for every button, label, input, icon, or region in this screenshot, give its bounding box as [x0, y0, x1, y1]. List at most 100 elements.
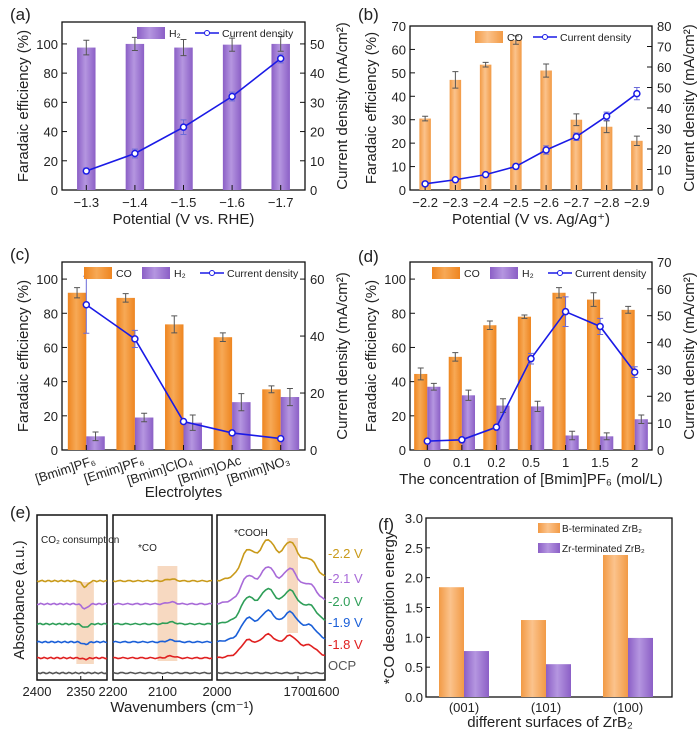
bar-h2: [174, 47, 193, 190]
spectrum-trace: [36, 602, 108, 610]
legend-label: CO: [464, 268, 480, 280]
x-tick-label: 0: [424, 455, 431, 470]
legend-swatch: [84, 267, 112, 279]
y-tick-label: 3.0: [405, 511, 423, 526]
error-bar: [465, 389, 472, 401]
bar-co: [552, 292, 566, 450]
spectrum-trace: [36, 656, 108, 661]
y-tick-label: 20: [44, 154, 58, 169]
legend-label: B-terminated ZrB₂: [562, 524, 642, 535]
y2-axis-title: Current density (mA/cm²): [334, 22, 351, 190]
bar-h2: [464, 651, 489, 697]
x-tick-label: −2.6: [533, 195, 559, 210]
y-tick-label: 0: [51, 183, 58, 198]
panel-c: (c)0204060801000204060[Bmim]PF₆[Emim]PF₆…: [10, 245, 351, 501]
bar-co: [67, 292, 87, 450]
trace-label: OCP: [328, 658, 356, 673]
legend-label: Current density: [222, 28, 294, 40]
y2-tick-label: 20: [657, 142, 671, 157]
line-point: [276, 54, 285, 63]
panel-label: (e): [10, 503, 31, 522]
line-point: [423, 437, 432, 445]
y2-axis-title: Current density (mA/cm²): [334, 272, 351, 440]
error-bar: [534, 400, 541, 413]
legend-swatch: [538, 543, 560, 553]
y2-tick-label: 50: [657, 81, 671, 96]
y-tick-label: 2.0: [405, 571, 423, 586]
error-bar: [603, 432, 610, 441]
x-tick-label: 2000: [203, 684, 232, 699]
spectrum-trace: [112, 620, 213, 626]
y2-tick-label: 20: [310, 125, 324, 140]
y2-tick-label: 40: [310, 329, 324, 344]
plot-frame: [409, 25, 653, 191]
y2-tick-label: 70: [657, 40, 671, 55]
x-tick-label: −2.2: [412, 195, 438, 210]
line-point: [542, 146, 550, 154]
x-axis-title: Potential (V vs. Ag/Ag⁺): [452, 211, 610, 228]
spectrum-trace: [112, 578, 213, 583]
bar-co: [448, 356, 462, 450]
x-tick-label: −1.7: [268, 195, 294, 210]
highlight-band: [287, 538, 298, 633]
bar-co: [517, 316, 531, 450]
y-tick-label: 60: [44, 340, 58, 355]
line-point: [481, 170, 490, 179]
bar-co: [600, 126, 613, 190]
x-tick-label: (100): [613, 700, 643, 715]
legend-swatch: [137, 27, 165, 39]
bar-co: [449, 79, 462, 190]
panel-label: (a): [10, 5, 31, 24]
x-tick-label: 1: [562, 455, 569, 470]
x-tick-label: 2400: [23, 684, 52, 699]
line-point: [131, 335, 139, 343]
x-tick-label: 1600: [311, 684, 340, 699]
line-point: [82, 167, 91, 175]
panel-d: (d) 0 20 40 60 80 100 0 10 20 30 40 50 60 70 0 0.1 0.2 0.5…: [358, 247, 698, 488]
annotation: CO₂ consumption: [41, 535, 119, 546]
x-tick-label: 1.5: [591, 455, 609, 470]
legend-label: Current density: [227, 268, 299, 280]
y-axis-title: Faradaic efficiency (%): [363, 280, 380, 432]
x-tick-label: −1.4: [122, 195, 148, 210]
error-bar: [92, 431, 99, 442]
panel-label: (b): [358, 5, 379, 24]
line-point: [228, 92, 236, 101]
error-bar: [569, 430, 576, 441]
y2-tick-label: 30: [657, 122, 671, 137]
y-tick-label: 40: [392, 375, 406, 390]
bar-co: [510, 40, 522, 190]
x-tick-label: −1.5: [171, 195, 197, 210]
x-tick-label: 0.1: [453, 455, 471, 470]
bar-h2: [86, 436, 105, 450]
y2-tick-label: 60: [657, 60, 671, 75]
spectrum-trace: [216, 587, 326, 625]
y2-tick-label: 10: [657, 163, 671, 178]
bar-h2: [183, 422, 202, 450]
error-bar: [189, 414, 196, 431]
y-tick-label: 50: [392, 66, 406, 81]
error-bar: [238, 393, 245, 412]
legend-marker-icon: [557, 270, 563, 276]
bar-h2: [546, 664, 571, 697]
spectrum-trace: [216, 632, 326, 659]
y2-axis-title: Current density (mA/cm²): [681, 24, 698, 192]
trace-label: -1.9 V: [328, 615, 363, 630]
spectrum-trace: [36, 622, 108, 628]
trace-label: -2.0 V: [328, 594, 363, 609]
error-bar: [286, 387, 293, 407]
legend-swatch: [142, 267, 170, 279]
bar-h2: [634, 419, 648, 450]
legend-label: H₂: [174, 268, 186, 280]
x-axis-title: The concentration of [Bmim]PF₆ (mol/L): [399, 471, 663, 488]
spectrum-frame: [36, 514, 108, 681]
y-tick-label: 100: [36, 37, 58, 52]
bar-co: [479, 64, 492, 190]
error-bar: [625, 305, 632, 314]
y-axis-title: Faradaic efficiency (%): [15, 280, 32, 432]
line-point: [82, 300, 91, 309]
bar-h2: [134, 417, 154, 450]
y-tick-label: 40: [44, 125, 58, 140]
line-point: [458, 436, 466, 444]
x-tick-label: −2.9: [624, 195, 650, 210]
